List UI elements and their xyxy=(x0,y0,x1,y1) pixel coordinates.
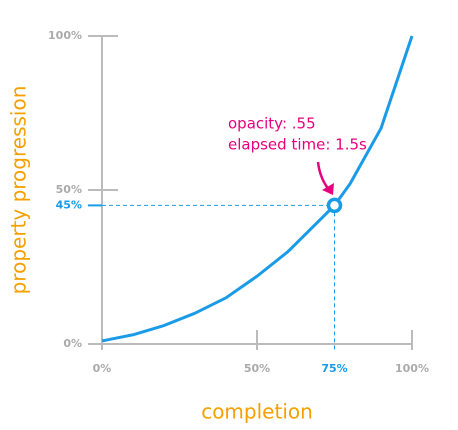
y-tick-label: 45% xyxy=(56,198,82,211)
annotation: opacity: .55 xyxy=(228,115,316,133)
x-tick-label: 100% xyxy=(395,362,429,375)
x-tick-label: 75% xyxy=(321,362,347,375)
y-tick-label: 0% xyxy=(63,337,82,350)
y-axis-label: property progression xyxy=(7,86,31,295)
curve xyxy=(101,35,414,343)
x-tick-label: 0% xyxy=(93,362,112,375)
annotation-arrowhead xyxy=(322,183,334,195)
x-axis-label: completion xyxy=(201,400,313,424)
highlight-point xyxy=(326,197,343,214)
annotation: elapsed time: 1.5s xyxy=(228,136,367,154)
y-tick-label: 100% xyxy=(48,29,82,42)
x-tick-label: 50% xyxy=(244,362,270,375)
y-tick-label: 50% xyxy=(56,183,82,196)
